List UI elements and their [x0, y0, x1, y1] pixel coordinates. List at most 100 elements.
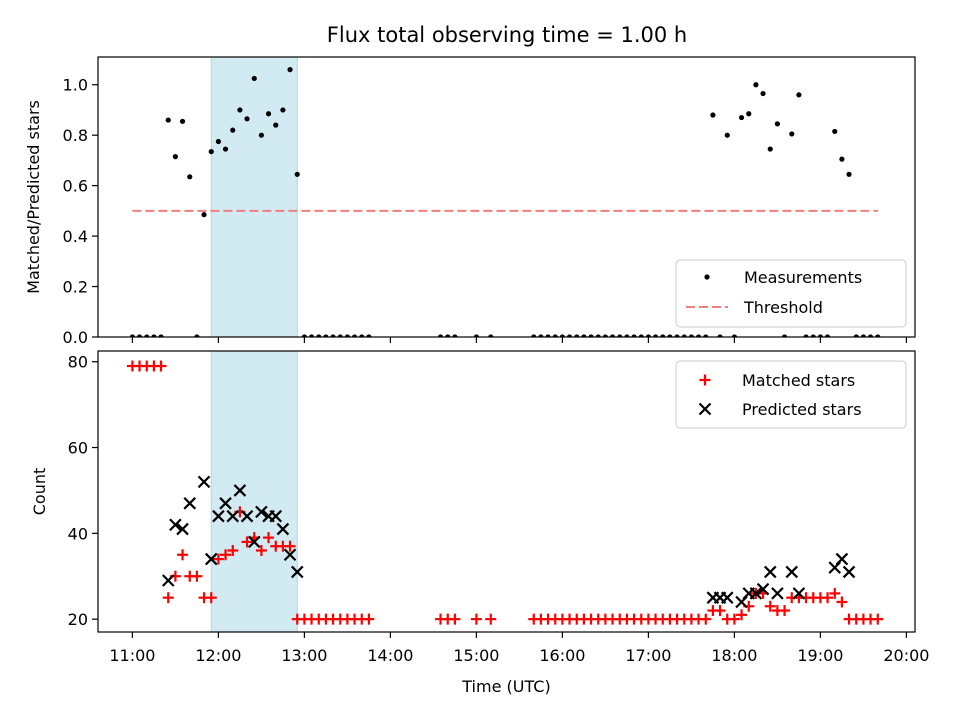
predicted-star-marker — [785, 565, 799, 579]
x-tick-label: 11:00 — [109, 646, 155, 665]
x-tick-label: 20:00 — [883, 646, 929, 665]
predicted-star-marker — [219, 497, 232, 510]
marker-stroke — [233, 484, 247, 497]
x-tick-label: 14:00 — [367, 646, 413, 665]
figure-title: Flux total observing time = 1.00 h — [327, 23, 687, 47]
matched-star-marker — [205, 592, 217, 604]
measurement-point — [710, 112, 716, 118]
axes-frame — [97, 350, 916, 633]
matched-star-marker — [764, 600, 776, 612]
matched-star-marker — [714, 605, 726, 617]
measurement-point — [602, 334, 608, 337]
measurement-point — [681, 334, 687, 337]
marker-stroke — [212, 509, 225, 523]
legend: Matched stars Predicted stars — [675, 360, 907, 429]
plot-area — [126, 360, 884, 625]
predicted-star-marker — [240, 509, 254, 523]
y-axis-label: Matched/Predicted stars — [24, 100, 43, 294]
x-tick-label: 18:00 — [711, 646, 757, 665]
measurement-point — [552, 334, 558, 337]
measurement-point — [767, 146, 773, 152]
measurement-point — [437, 334, 444, 337]
predicted-star-marker — [255, 505, 268, 519]
measurement-point — [194, 334, 200, 337]
marker-stroke — [283, 548, 297, 562]
measurement-point — [652, 334, 659, 337]
predicted-star-marker — [197, 475, 211, 489]
legend-marker-predicted — [698, 402, 712, 416]
legend-label-matched: Matched stars — [742, 371, 855, 390]
measurement-point — [445, 334, 451, 337]
measurement-point — [316, 334, 322, 337]
x-tick-label: 17:00 — [625, 646, 671, 665]
matched-star-marker — [227, 544, 239, 556]
measurement-point — [724, 132, 730, 138]
predicted-star-marker — [842, 565, 856, 579]
predicted-star-marker — [183, 497, 197, 510]
predicted-star-marker — [176, 522, 189, 536]
measurement-point — [624, 334, 630, 337]
plot-area — [129, 67, 881, 337]
measurement-point — [660, 334, 666, 337]
predicted-star-marker — [756, 582, 770, 596]
measurement-point — [803, 334, 809, 337]
measurement-point — [488, 334, 494, 337]
x-tick-label: 15:00 — [453, 646, 499, 665]
marker-stroke — [290, 565, 304, 579]
y-tick-label: 0.8 — [63, 126, 88, 145]
legend-box — [675, 259, 907, 328]
predicted-star-marker — [161, 574, 175, 587]
y-tick-label: 80 — [68, 353, 88, 372]
marker-stroke — [785, 565, 799, 579]
measurement-point — [337, 334, 343, 337]
x-tick-label: 19:00 — [797, 646, 843, 665]
legend-label-measurements: Measurements — [744, 268, 862, 287]
predicted-star-marker — [226, 509, 240, 523]
marker-stroke — [749, 587, 763, 600]
marker-stroke — [169, 518, 182, 532]
measurement-point — [774, 121, 781, 127]
measurement-point — [531, 334, 537, 337]
predicted-star-marker — [276, 522, 290, 536]
measurement-point — [151, 334, 157, 337]
measurement-point — [452, 334, 458, 337]
matched-star-marker — [220, 549, 232, 561]
y-tick-label: 0.4 — [63, 227, 88, 246]
marker-stroke — [269, 509, 283, 523]
marker-stroke — [161, 574, 175, 587]
measurement-point — [609, 334, 616, 337]
y-tick-label: 20 — [68, 610, 88, 629]
matched-star-marker — [177, 549, 189, 561]
measurement-point — [244, 116, 250, 122]
measurement-point — [817, 334, 823, 337]
predicted-star-marker — [212, 509, 225, 523]
chart-0: 0.0 0.2 0.4 0.6 0.8 1.0 Matched/Predicted star… — [24, 56, 916, 347]
legend: Measurements Threshold — [675, 259, 907, 328]
legend-label-predicted: Predicted stars — [742, 400, 862, 419]
x-tick-label: 16:00 — [539, 646, 585, 665]
measurement-point — [287, 67, 293, 73]
predicted-star-marker — [792, 587, 806, 600]
marker-stroke — [276, 522, 290, 536]
measurement-point — [832, 128, 838, 135]
predicted-star-marker — [749, 587, 763, 600]
measurement-point — [595, 334, 601, 337]
measurement-point — [330, 334, 336, 337]
y-tick-label: 40 — [68, 524, 88, 543]
legend-box — [675, 360, 907, 429]
measurement-point — [545, 334, 551, 337]
x-tick-label: 12:00 — [195, 646, 241, 665]
x-axis-label: Time (UTC) — [461, 677, 550, 696]
predicted-star-marker — [763, 565, 777, 579]
marker-stroke — [226, 509, 240, 523]
measurement-point — [824, 334, 831, 337]
matched-star-marker — [263, 532, 275, 544]
measurement-point — [294, 171, 300, 177]
predicted-star-marker — [247, 535, 261, 549]
marker-stroke — [247, 535, 261, 549]
measurement-point — [789, 131, 795, 137]
measurement-point — [867, 334, 874, 337]
matched-star-marker — [155, 360, 167, 372]
marker-stroke — [771, 587, 784, 600]
